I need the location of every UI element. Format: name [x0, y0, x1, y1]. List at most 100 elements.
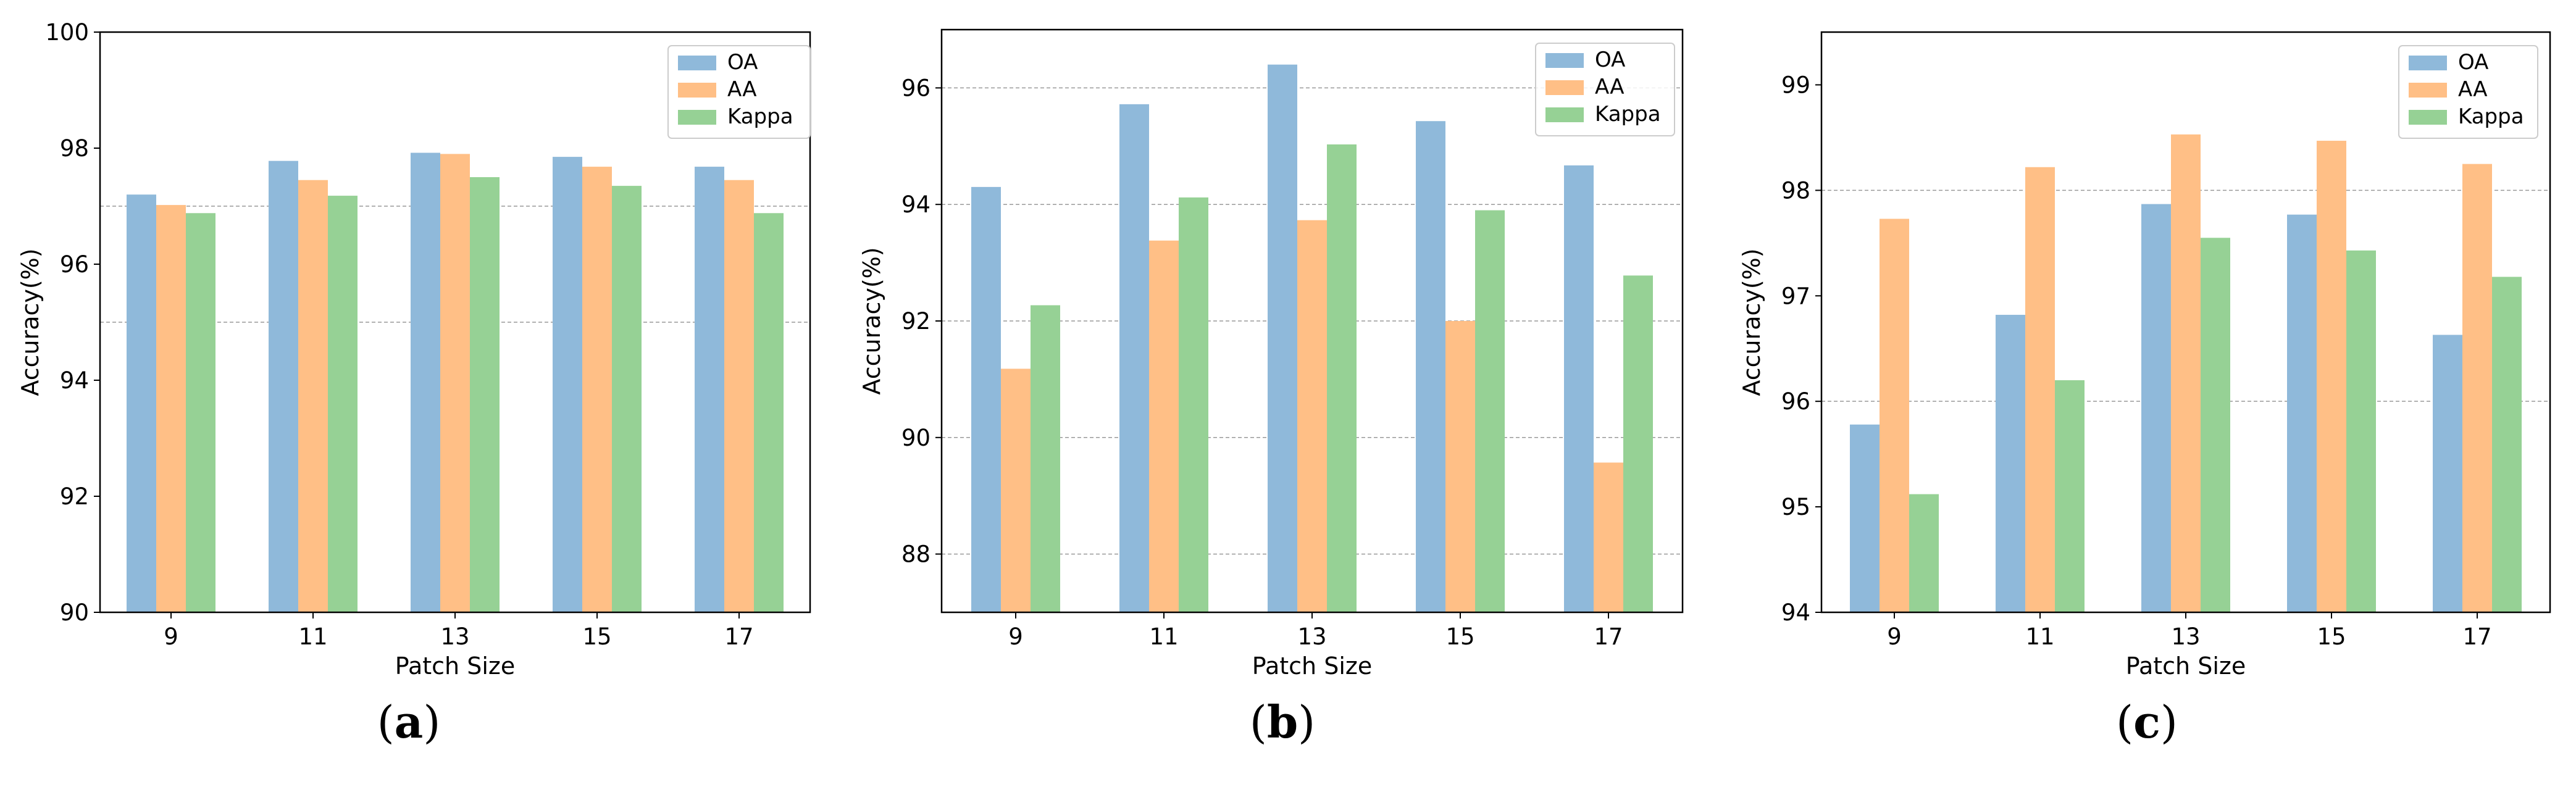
legend-swatch-oa	[2409, 56, 2447, 70]
legend-swatch-aa	[1545, 80, 1584, 95]
legend-swatch-kappa	[678, 110, 716, 125]
y-tick-label: 94	[60, 367, 89, 394]
bar-aa-9	[1880, 219, 1909, 612]
y-tick-label: 95	[1781, 494, 1810, 520]
y-axis-label: Accuracy(%)	[17, 248, 44, 396]
bar-oa-15	[2287, 214, 2317, 612]
x-axis-label: Patch Size	[1252, 652, 1372, 680]
panel-label-open: (	[1250, 696, 1267, 748]
legend-label-kappa: Kappa	[1595, 102, 1661, 127]
x-tick-label: 9	[1008, 623, 1023, 650]
legend-label-kappa: Kappa	[727, 104, 793, 129]
bar-aa-17	[2462, 164, 2492, 612]
y-tick-label: 98	[60, 135, 89, 162]
x-axis-label: Patch Size	[2126, 652, 2246, 680]
legend-label-aa: AA	[727, 77, 756, 102]
bar-aa-15	[582, 167, 612, 613]
bar-oa-11	[269, 160, 298, 612]
bar-aa-17	[1594, 462, 1623, 612]
y-tick-label: 90	[60, 599, 89, 626]
x-tick-label: 9	[1887, 623, 1902, 650]
legend-swatch-oa	[1545, 53, 1584, 68]
bar-kappa-17	[2492, 277, 2522, 612]
bar-aa-15	[1445, 321, 1475, 612]
bar-aa-11	[298, 180, 328, 612]
y-tick-label: 97	[1781, 283, 1810, 309]
bar-oa-11	[1119, 104, 1149, 612]
legend-swatch-kappa	[1545, 107, 1584, 122]
x-tick-label: 17	[724, 623, 753, 650]
y-tick-label: 96	[60, 251, 89, 278]
bar-kappa-13	[1327, 144, 1357, 612]
legend-swatch-kappa	[2409, 110, 2447, 125]
bar-kappa-15	[2346, 250, 2376, 612]
panel-label: (c)	[2116, 696, 2178, 748]
bar-kappa-9	[1909, 494, 1939, 612]
panel-label-open: (	[377, 696, 395, 748]
bar-aa-11	[2025, 167, 2055, 612]
bar-oa-9	[1850, 424, 1880, 612]
x-axis-label: Patch Size	[395, 652, 515, 680]
legend-label-kappa: Kappa	[2458, 104, 2524, 129]
bar-kappa-15	[1475, 210, 1505, 612]
y-axis-label: Accuracy(%)	[858, 247, 885, 394]
bar-oa-15	[553, 157, 582, 613]
bar-oa-9	[971, 186, 1001, 612]
bar-kappa-13	[470, 177, 500, 612]
panel-label-letter: a	[395, 696, 424, 748]
legend-label-oa: OA	[1595, 48, 1625, 72]
panel-label: (b)	[1250, 696, 1316, 748]
x-tick-label: 17	[2462, 623, 2491, 650]
y-tick-label: 92	[60, 483, 89, 510]
x-tick-label: 15	[582, 623, 611, 650]
y-tick-label: 90	[901, 425, 930, 451]
x-tick-label: 13	[2171, 623, 2200, 650]
panel-label-letter: c	[2133, 696, 2160, 748]
x-tick-label: 13	[440, 623, 469, 650]
legend-label-aa: AA	[1595, 75, 1624, 99]
bar-oa-13	[2141, 204, 2171, 613]
legend: OA AA Kappa	[1535, 43, 1675, 136]
bar-oa-17	[1564, 165, 1594, 612]
legend-swatch-aa	[2409, 83, 2447, 98]
bar-kappa-9	[186, 213, 215, 612]
bar-kappa-11	[2055, 380, 2085, 612]
legend-swatch-aa	[678, 83, 716, 98]
x-tick-label: 9	[164, 623, 178, 650]
bar-aa-9	[156, 205, 186, 612]
bar-oa-9	[127, 194, 156, 612]
x-tick-label: 15	[2317, 623, 2346, 650]
legend-label-aa: AA	[2458, 77, 2487, 102]
x-tick-label: 11	[2025, 623, 2054, 650]
bar-oa-15	[1416, 121, 1445, 612]
bar-kappa-15	[612, 186, 642, 613]
bar-oa-17	[2433, 335, 2462, 612]
bar-oa-11	[1996, 315, 2025, 612]
legend-label-oa: OA	[2458, 50, 2488, 75]
bar-kappa-11	[1179, 197, 1208, 612]
y-tick-label: 92	[901, 308, 930, 335]
bar-aa-13	[2171, 134, 2201, 613]
bar-kappa-17	[1623, 275, 1653, 612]
x-tick-label: 11	[1149, 623, 1178, 650]
y-tick-label: 94	[1781, 599, 1810, 626]
bar-kappa-17	[754, 213, 784, 612]
panel-label-close: )	[1298, 696, 1315, 748]
y-tick-label: 88	[901, 541, 930, 568]
x-tick-label: 11	[298, 623, 327, 650]
bar-aa-9	[1001, 369, 1031, 612]
bar-aa-13	[440, 154, 470, 612]
y-tick-label: 96	[901, 75, 930, 101]
bar-aa-13	[1297, 220, 1327, 612]
panel-label-open: (	[2116, 696, 2133, 748]
x-tick-label: 15	[1445, 623, 1474, 650]
x-tick-label: 17	[1594, 623, 1623, 650]
y-tick-label: 100	[45, 19, 89, 46]
bar-kappa-9	[1031, 305, 1060, 612]
x-tick-label: 13	[1297, 623, 1326, 650]
y-tick-label: 94	[901, 191, 930, 218]
